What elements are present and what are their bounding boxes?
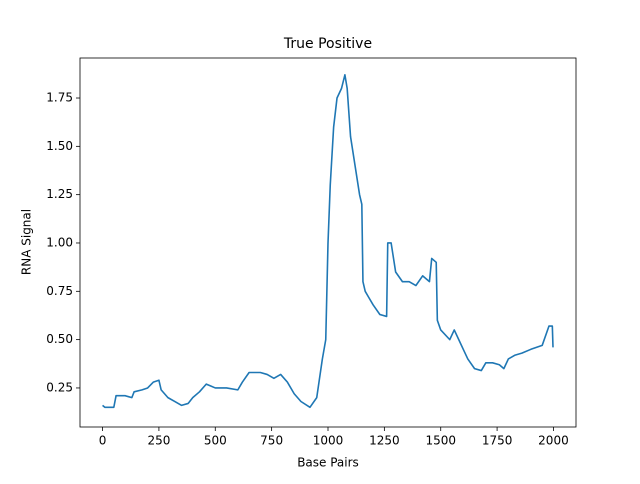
x-tick-label: 1250 [369, 434, 400, 448]
y-tick-label: 1.00 [46, 235, 73, 249]
x-tick-label: 250 [147, 434, 170, 448]
chart-title: True Positive [283, 36, 372, 52]
y-tick-label: 1.50 [46, 139, 73, 153]
x-tick-label: 1750 [482, 434, 513, 448]
y-axis-label: RNA Signal [20, 209, 34, 275]
x-tick-label: 750 [260, 434, 283, 448]
y-tick-label: 0.25 [46, 380, 73, 394]
y-tick-label: 0.50 [46, 332, 73, 346]
x-tick-label: 1000 [313, 434, 344, 448]
x-tick-label: 0 [99, 434, 107, 448]
x-tick-label: 2000 [538, 434, 569, 448]
x-tick-label: 500 [204, 434, 227, 448]
x-tick-label: 1500 [425, 434, 456, 448]
x-axis-label: Base Pairs [297, 456, 359, 470]
y-tick-label: 1.75 [46, 91, 73, 105]
signal-line [102, 74, 554, 409]
y-tick-label: 1.25 [46, 187, 73, 201]
y-tick-label: 0.75 [46, 284, 73, 298]
